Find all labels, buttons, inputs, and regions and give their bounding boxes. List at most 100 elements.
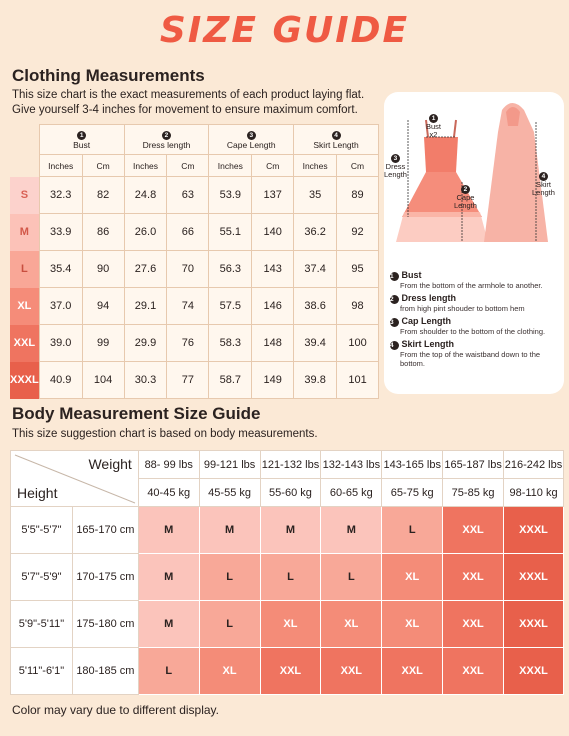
weight-lbs-header: 121-132 lbs (259, 450, 322, 479)
size-result-cell: XXXL (503, 506, 564, 554)
size-result-cell: L (320, 553, 383, 601)
measurement-cell: 38.6 (293, 287, 338, 325)
size-result-cell: XL (320, 600, 383, 648)
measurement-cell: 33.9 (38, 213, 83, 251)
weight-kg-header: 40-45 kg (137, 478, 200, 507)
size-result-cell: XXL (442, 600, 505, 648)
table-row: 5'11"-6'1" 180-185 cm L XL XXL XXL XXL XXL XXXL (10, 647, 564, 695)
measurement-cell: 57.5 (208, 287, 253, 325)
size-result-cell: XXL (320, 647, 383, 695)
measurement-cell: 94 (81, 287, 125, 325)
unit-inches: Inches (123, 154, 168, 177)
unit-inches: Inches (208, 154, 253, 177)
cape-figure (484, 103, 548, 242)
measurement-cell: 37.0 (38, 287, 83, 325)
size-result-cell: L (198, 553, 261, 601)
size-result-cell: M (320, 506, 383, 554)
height-cm: 170-175 cm (71, 553, 139, 601)
weight-kg-header: 65-75 kg (381, 478, 444, 507)
measurement-legend: 1 Bust From the bottom of the armhole to … (390, 270, 562, 371)
height-ft: 5'5"-5'7" (10, 506, 73, 554)
table-row: L 35.4 90 27.6 70 56.3 143 37.4 95 (10, 250, 379, 288)
measurement-cell: 32.3 (38, 176, 83, 214)
weight-header: Weight (88, 456, 132, 472)
measurement-cell: 77 (166, 361, 210, 399)
table-row: XXL 39.0 99 29.9 76 58.3 148 39.4 100 (10, 324, 379, 362)
height-ft: 5'9"-5'11" (10, 600, 73, 648)
size-result-cell: L (137, 647, 200, 695)
size-label: L (10, 250, 40, 288)
measurement-cell: 56.3 (208, 250, 253, 288)
size-result-cell: XXL (442, 553, 505, 601)
measurement-cell: 148 (251, 324, 295, 362)
measurement-cell: 100 (336, 324, 379, 362)
bust-label: 1 Bust x2 (426, 114, 442, 139)
unit-cm: Cm (336, 154, 379, 177)
body-title: Body Measurement Size Guide (12, 404, 261, 423)
size-result-cell: XXL (442, 647, 505, 695)
clothing-desc-1: This size chart is the exact measurement… (12, 89, 365, 101)
size-result-cell: XXL (442, 506, 505, 554)
unit-cm: Cm (81, 154, 125, 177)
table-row: XL 37.0 94 29.1 74 57.5 146 38.6 98 (10, 287, 379, 325)
body-size-table: Weight Height 88- 99 lbs 99-121 lbs 121-132 … (10, 450, 564, 695)
table-row: M 33.9 86 26.0 66 55.1 140 36.2 92 (10, 213, 379, 251)
weight-kg-header: 55-60 kg (259, 478, 322, 507)
height-ft: 5'11"-6'1" (10, 647, 73, 695)
size-result-cell: XL (381, 553, 444, 601)
measurement-cell: 66 (166, 213, 210, 251)
table-row: S 32.3 82 24.8 63 53.9 137 35 89 (10, 176, 379, 214)
clothing-title: Clothing Measurements (12, 66, 205, 85)
dress-length-label: 3 Dress Length (384, 154, 407, 179)
measurement-cell: 146 (251, 287, 295, 325)
dress-cape-illustration (396, 103, 548, 242)
legend-item: 2 Dress length from high pint shouder to … (390, 293, 525, 313)
weight-kg-header: 60-65 kg (320, 478, 383, 507)
size-result-cell: XL (259, 600, 322, 648)
weight-lbs-header: 143-165 lbs (381, 450, 444, 479)
weight-kg-header: 98-110 kg (503, 478, 564, 507)
size-result-cell: XXL (259, 647, 322, 695)
size-result-cell: M (137, 506, 200, 554)
corner-cell: Weight Height (10, 450, 139, 507)
measurement-cell: 74 (166, 287, 210, 325)
unit-cm: Cm (251, 154, 295, 177)
size-result-cell: XXXL (503, 647, 564, 695)
size-result-cell: XXL (381, 647, 444, 695)
measurement-cell: 70 (166, 250, 210, 288)
clothing-desc-2: Give yourself 3-4 inches for movement to… (12, 104, 358, 116)
measurement-cell: 92 (336, 213, 379, 251)
measurement-cell: 58.7 (208, 361, 253, 399)
measurement-cell: 35 (293, 176, 338, 214)
size-result-cell: M (198, 506, 261, 554)
weight-lbs-header: 99-121 lbs (198, 450, 261, 479)
measurement-cell: 40.9 (38, 361, 83, 399)
cape-length-label: 2 Cape Length (454, 185, 477, 210)
footer-note: Color may vary due to different display. (12, 703, 219, 717)
weight-kg-header: 75-85 kg (442, 478, 505, 507)
height-cm: 180-185 cm (71, 647, 139, 695)
measurement-cell: 29.9 (123, 324, 168, 362)
legend-item: 4 Skirt Length From the top of the waistb… (390, 339, 541, 368)
table-row: 5'7"-5'9" 170-175 cm M L L L XL XXL XXXL (10, 553, 564, 601)
size-label: M (10, 213, 40, 251)
size-result-cell: XXXL (503, 553, 564, 601)
clothing-measurement-table: 1 Bust 2 Dress length 3 Cape Length 4 Skirt Len… (10, 124, 379, 399)
measurement-cell: 101 (336, 361, 379, 399)
diagram-panel: 1 Bust x2 3 Dress Length 2 Cape Length 4 Skir… (384, 92, 564, 394)
weight-lbs-header: 88- 99 lbs (137, 450, 200, 479)
size-result-cell: M (137, 600, 200, 648)
measurement-cell: 58.3 (208, 324, 253, 362)
size-label: XL (10, 287, 40, 325)
measurement-cell: 39.4 (293, 324, 338, 362)
measurement-cell: 149 (251, 361, 295, 399)
unit-inches: Inches (38, 154, 83, 177)
weight-lbs-header: 132-143 lbs (320, 450, 383, 479)
measurement-cell: 36.2 (293, 213, 338, 251)
weight-lbs-header: 216-242 lbs (503, 450, 564, 479)
body-desc: This size suggestion chart is based on b… (12, 428, 318, 440)
table-row: XXXL 40.9 104 30.3 77 58.7 149 39.8 101 (10, 361, 379, 399)
table-row: 5'5"-5'7" 165-170 cm M M M M L XXL XXXL (10, 506, 564, 554)
measurement-cell: 37.4 (293, 250, 338, 288)
measurement-cell: 140 (251, 213, 295, 251)
